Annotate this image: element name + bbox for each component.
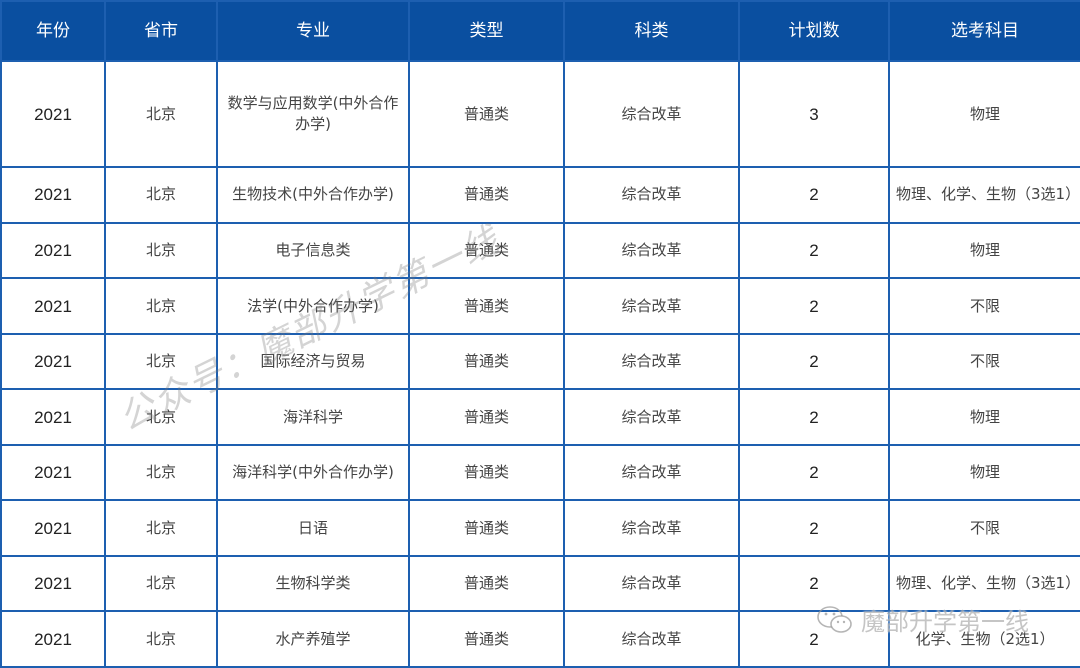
header-year: 年份 [0,0,106,62]
cell-province: 北京 [104,388,218,446]
cell-plan-count: 2 [738,443,890,502]
cell-major: 海洋科学 [216,388,410,446]
cell-plan-count: 2 [738,221,890,280]
header-required-subjects: 选考科目 [888,0,1080,62]
cell-province: 北京 [104,332,218,391]
cell-required-subjects: 物理 [888,388,1080,446]
table-row: 2021 北京 生物技术(中外合作办学) 普通类 综合改革 2 物理、化学、生物（3选1） [0,166,1080,224]
header-type: 类型 [408,0,565,62]
cell-plan-count: 2 [738,332,890,391]
cell-major: 生物科学类 [216,554,410,613]
cell-plan-count: 2 [738,610,890,668]
cell-major: 海洋科学(中外合作办学) [216,443,410,502]
cell-type: 普通类 [408,221,565,280]
cell-category: 综合改革 [563,332,740,391]
cell-year: 2021 [0,277,106,335]
cell-province: 北京 [104,166,218,224]
cell-type: 普通类 [408,332,565,391]
cell-plan-count: 3 [738,59,890,169]
cell-year: 2021 [0,166,106,224]
cell-year: 2021 [0,332,106,391]
cell-province: 北京 [104,499,218,557]
cell-type: 普通类 [408,166,565,224]
table-row: 2021 北京 水产养殖学 普通类 综合改革 2 化学、生物（2选1） [0,610,1080,668]
cell-category: 综合改革 [563,610,740,668]
table-row: 2021 北京 数学与应用数学(中外合作办学) 普通类 综合改革 3 物理 [0,59,1080,169]
cell-major: 日语 [216,499,410,557]
cell-required-subjects: 不限 [888,332,1080,391]
cell-year: 2021 [0,554,106,613]
cell-major: 国际经济与贸易 [216,332,410,391]
cell-plan-count: 2 [738,166,890,224]
cell-year: 2021 [0,499,106,557]
cell-year: 2021 [0,610,106,668]
cell-year: 2021 [0,388,106,446]
cell-category: 综合改革 [563,166,740,224]
cell-plan-count: 2 [738,499,890,557]
cell-category: 综合改革 [563,388,740,446]
cell-required-subjects: 物理、化学、生物（3选1） [888,554,1080,613]
cell-required-subjects: 不限 [888,277,1080,335]
cell-required-subjects: 化学、生物（2选1） [888,610,1080,668]
header-plan-count: 计划数 [738,0,890,62]
cell-type: 普通类 [408,554,565,613]
cell-province: 北京 [104,554,218,613]
table-row: 2021 北京 法学(中外合作办学) 普通类 综合改革 2 不限 [0,277,1080,335]
cell-province: 北京 [104,443,218,502]
cell-major: 电子信息类 [216,221,410,280]
header-category: 科类 [563,0,740,62]
cell-type: 普通类 [408,499,565,557]
table-row: 2021 北京 海洋科学(中外合作办学) 普通类 综合改革 2 物理 [0,443,1080,502]
cell-required-subjects: 物理 [888,221,1080,280]
cell-major: 水产养殖学 [216,610,410,668]
header-province: 省市 [104,0,218,62]
header-major: 专业 [216,0,410,62]
cell-type: 普通类 [408,277,565,335]
cell-plan-count: 2 [738,554,890,613]
cell-required-subjects: 物理 [888,59,1080,169]
cell-type: 普通类 [408,610,565,668]
cell-category: 综合改革 [563,499,740,557]
cell-category: 综合改革 [563,443,740,502]
cell-type: 普通类 [408,443,565,502]
cell-year: 2021 [0,59,106,169]
header-row: 年份 省市 专业 类型 科类 计划数 选考科目 [0,0,1080,62]
cell-major: 法学(中外合作办学) [216,277,410,335]
table-row: 2021 北京 日语 普通类 综合改革 2 不限 [0,499,1080,557]
cell-province: 北京 [104,277,218,335]
table-row: 2021 北京 海洋科学 普通类 综合改革 2 物理 [0,388,1080,446]
cell-category: 综合改革 [563,277,740,335]
cell-province: 北京 [104,221,218,280]
cell-type: 普通类 [408,59,565,169]
cell-major: 数学与应用数学(中外合作办学) [216,59,410,169]
cell-required-subjects: 物理 [888,443,1080,502]
table-row: 2021 北京 电子信息类 普通类 综合改革 2 物理 [0,221,1080,280]
cell-major: 生物技术(中外合作办学) [216,166,410,224]
cell-category: 综合改革 [563,221,740,280]
cell-province: 北京 [104,610,218,668]
cell-province: 北京 [104,59,218,169]
table-row: 2021 北京 生物科学类 普通类 综合改革 2 物理、化学、生物（3选1） [0,554,1080,613]
table-row: 2021 北京 国际经济与贸易 普通类 综合改革 2 不限 [0,332,1080,391]
cell-plan-count: 2 [738,388,890,446]
cell-type: 普通类 [408,388,565,446]
cell-required-subjects: 不限 [888,499,1080,557]
cell-year: 2021 [0,443,106,502]
cell-category: 综合改革 [563,554,740,613]
cell-year: 2021 [0,221,106,280]
cell-required-subjects: 物理、化学、生物（3选1） [888,166,1080,224]
cell-category: 综合改革 [563,59,740,169]
cell-plan-count: 2 [738,277,890,335]
